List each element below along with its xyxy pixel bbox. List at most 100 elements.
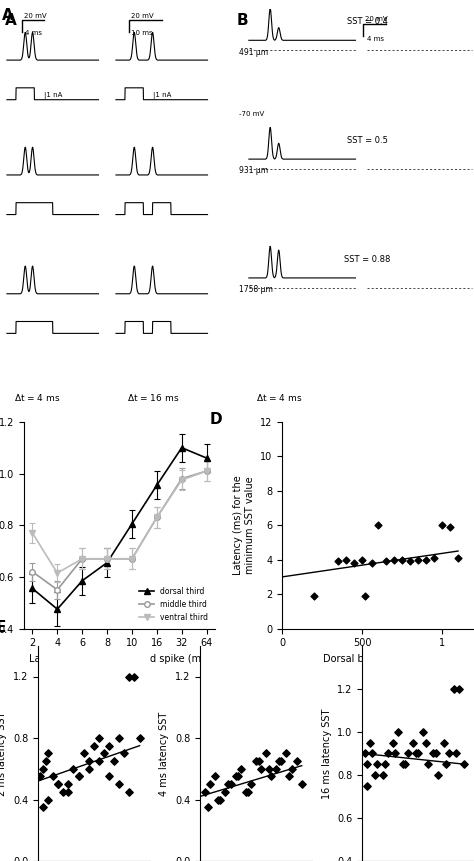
Text: A: A [5,13,17,28]
Point [432,746,440,760]
Point [361,746,368,760]
Point [60,785,67,799]
Point [49,770,57,784]
Point [64,785,72,799]
Point [368,556,375,570]
Point [364,778,371,792]
Point [371,768,379,782]
Point [85,762,92,776]
Text: 4 ms: 4 ms [26,30,43,36]
Point [85,754,92,768]
Point [44,746,52,760]
Text: $\Delta$t = 4 ms: $\Delta$t = 4 ms [14,392,61,403]
Point [116,731,123,745]
Point [430,551,438,565]
Point [237,762,245,776]
Point [131,670,138,684]
Point [100,746,108,760]
Point [55,777,62,791]
Point [369,746,376,760]
Point [445,746,452,760]
Text: -70 mV: -70 mV [239,110,264,116]
Point [75,770,82,784]
Text: |1 nA: |1 nA [44,92,63,99]
Point [366,735,374,749]
Point [429,746,437,760]
Point [358,553,366,567]
Text: SST = 0.5: SST = 0.5 [347,136,388,146]
Point [201,785,209,799]
Point [116,777,123,791]
Text: B: B [237,13,249,28]
Point [227,777,234,791]
Point [80,746,88,760]
Point [245,785,252,799]
Point [414,553,422,567]
Point [419,725,427,739]
Point [414,746,422,760]
Text: 20 mV: 20 mV [24,13,47,19]
Point [379,768,386,782]
Point [39,801,47,815]
Point [298,777,306,791]
Text: 20 mV: 20 mV [365,16,388,22]
Point [406,554,414,568]
Point [374,518,382,532]
Point [381,758,389,771]
Point [105,770,113,784]
Point [422,553,430,567]
Point [401,758,409,771]
Text: 1758 µm: 1758 µm [239,285,273,294]
Point [75,770,82,784]
Text: $\Delta$t = 16 ms: $\Delta$t = 16 ms [127,392,179,403]
Point [310,589,318,603]
Point [70,762,77,776]
Point [383,554,390,568]
Point [242,785,250,799]
Point [265,762,273,776]
Point [126,670,133,684]
Text: $\Delta$t = 4 ms: $\Delta$t = 4 ms [256,392,303,403]
Point [247,777,255,791]
Text: A: A [2,9,14,23]
Point [234,770,242,784]
Point [273,762,280,776]
Point [450,682,457,696]
Point [342,553,350,567]
Text: E: E [0,620,6,635]
Point [224,777,232,791]
Point [394,725,401,739]
Point [455,682,463,696]
Text: 20 mV: 20 mV [131,13,154,19]
Point [252,754,260,768]
Point [404,746,412,760]
Point [126,785,133,799]
Point [350,556,358,570]
Point [438,518,446,532]
Point [422,735,429,749]
Text: SST = 0.88: SST = 0.88 [344,255,391,264]
Text: D: D [210,412,222,426]
Text: 10 ms: 10 ms [131,30,153,36]
Point [293,754,301,768]
Y-axis label: Latency (ms) for the
minimum SST value: Latency (ms) for the minimum SST value [233,475,255,575]
Point [95,731,103,745]
Point [409,735,417,749]
Point [392,746,399,760]
Point [454,551,462,565]
Point [39,762,47,776]
Point [440,735,447,749]
Text: |1 nA: |1 nA [153,92,172,99]
Point [446,520,454,534]
Point [206,777,214,791]
Point [105,739,113,753]
Point [120,746,128,760]
Point [95,754,103,768]
Point [110,754,118,768]
Point [435,768,442,782]
Point [278,754,285,768]
Point [257,762,265,776]
Point [460,758,468,771]
Point [204,801,211,815]
Point [275,754,283,768]
